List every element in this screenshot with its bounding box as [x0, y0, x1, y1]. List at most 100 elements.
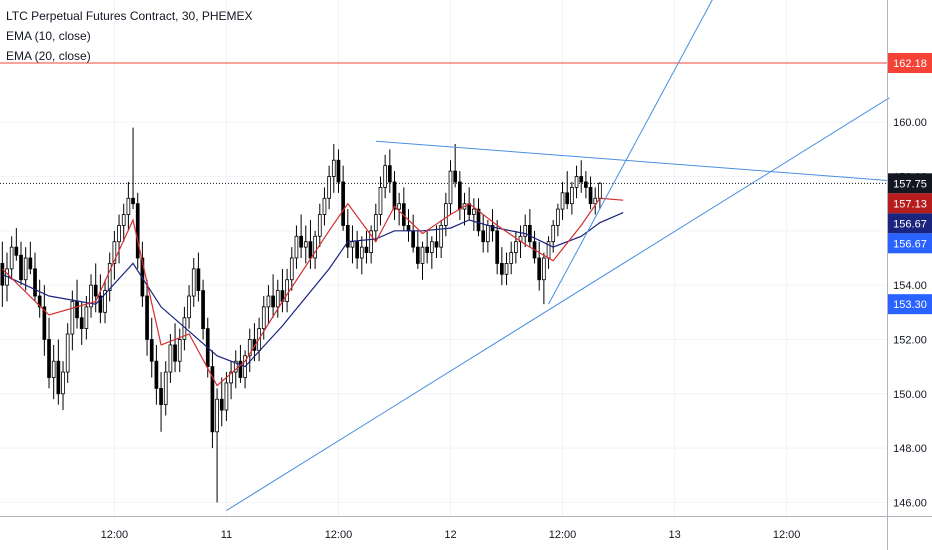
ema-lines [1, 197, 624, 387]
price-tag-label: 153.30 [893, 299, 927, 311]
candle-down [28, 257, 33, 270]
y-tick-label: 160.00 [893, 117, 927, 129]
candle-up [23, 257, 28, 281]
candle-down [79, 317, 84, 330]
candle-down [173, 344, 177, 362]
candle-down [37, 295, 42, 308]
candle-up [70, 301, 75, 335]
candle-down [154, 360, 159, 389]
candle-up [369, 230, 373, 253]
candle-up [471, 208, 476, 215]
trendline [548, 0, 713, 305]
candle-up [177, 339, 182, 362]
candle-up [289, 257, 294, 281]
candle-down [364, 246, 369, 253]
candle-up [439, 225, 444, 248]
ema10-legend[interactable]: EMA (10, close) [6, 29, 91, 43]
candle-up [303, 241, 308, 248]
candle-up [187, 295, 191, 319]
candle-down [93, 284, 98, 297]
candle-down [565, 192, 570, 205]
candle-up [317, 214, 322, 237]
chart-legend: LTC Perpetual Futures Contract, 30, PHEM… [6, 6, 253, 66]
candle-up [51, 360, 56, 378]
price-tag-bg [888, 193, 932, 214]
x-tick-label: 12 [444, 529, 456, 541]
candle-up [9, 246, 14, 270]
candle-down [406, 225, 411, 232]
price-tag-bg [888, 53, 932, 74]
candle-down [415, 246, 420, 264]
candle-down [341, 181, 345, 226]
candle-down [411, 230, 416, 248]
candle-down [537, 257, 542, 281]
candle-up [65, 333, 70, 373]
grid-lines [0, 0, 887, 516]
candle-up [89, 284, 93, 308]
candle-up [523, 225, 528, 237]
price-tag-bg [888, 213, 932, 234]
candle-up [117, 225, 121, 243]
y-tick-label: 148.00 [893, 443, 927, 455]
trendline [226, 97, 890, 511]
candle-down [42, 306, 47, 340]
trendlines[interactable] [226, 0, 890, 511]
candle-down [33, 268, 37, 297]
candle-up [542, 257, 546, 281]
candle-down [387, 165, 392, 183]
price-tag-label: 157.75 [893, 178, 927, 190]
candle-down [453, 170, 458, 183]
symbol-title[interactable]: LTC Perpetual Futures Contract, 30, PHEM… [6, 9, 253, 23]
candle-down [47, 339, 51, 378]
candle-up [448, 170, 453, 205]
candle-up [233, 360, 238, 373]
candle-up [359, 246, 364, 259]
candle-down [425, 246, 430, 253]
candle-down [584, 181, 588, 188]
ema20-legend[interactable]: EMA (20, close) [6, 49, 91, 63]
candle-up [429, 241, 434, 253]
candle-down [149, 339, 154, 362]
candle-down [14, 246, 19, 256]
price-tag-label: 162.18 [893, 58, 927, 70]
price-tag-label: 157.13 [893, 198, 927, 210]
candle-up [266, 295, 271, 308]
x-tick-label: 12:00 [325, 529, 353, 541]
candle-down [308, 241, 313, 259]
candle-down [210, 366, 215, 433]
candle-up [509, 252, 514, 264]
candle-up [229, 371, 233, 384]
candle-up [350, 241, 355, 248]
candle-up [551, 225, 556, 243]
price-axis[interactable]: 146.00148.00150.00152.00154.00156.00158.… [887, 0, 927, 550]
price-tags: 162.18 157.75 157.13 156.67 156.67 153.30 [888, 53, 932, 315]
candle-up [327, 176, 331, 199]
candle-up [215, 398, 219, 433]
candle-down [528, 225, 532, 243]
candle-down [345, 225, 350, 248]
candle-down [75, 301, 79, 319]
candle-up [168, 344, 173, 373]
candle-up [331, 159, 336, 177]
candle-down [201, 290, 205, 330]
candle-up [224, 382, 229, 411]
candle-up [275, 290, 280, 308]
candle-up [121, 214, 126, 226]
candle-up [261, 306, 266, 330]
candle-down [434, 241, 439, 248]
candle-down [355, 241, 359, 259]
candle-down [467, 203, 472, 215]
candle-up [285, 279, 289, 302]
candle-up [373, 214, 378, 232]
candle-down [56, 360, 61, 395]
time-axis[interactable]: 12:00 11 12:00 12 12:00 13 12:00 [0, 516, 932, 542]
candle-down [159, 387, 163, 406]
candle-up [313, 235, 317, 259]
y-tick-label: 150.00 [893, 389, 927, 401]
candle-down [490, 225, 495, 232]
candle-up [378, 186, 383, 215]
candle-down [219, 398, 224, 411]
candle-up [191, 268, 196, 297]
x-tick-label: 11 [221, 529, 232, 541]
